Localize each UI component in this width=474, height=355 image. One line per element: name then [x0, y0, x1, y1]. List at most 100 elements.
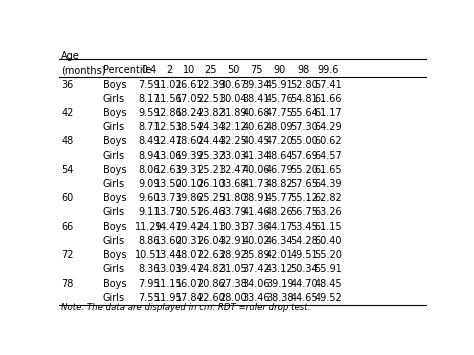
Text: 30.04: 30.04 — [219, 94, 247, 104]
Text: 63.26: 63.26 — [315, 207, 342, 217]
Text: Note. The data are displayed in cm. RDT =ruler drop test.: Note. The data are displayed in cm. RDT … — [61, 303, 310, 312]
Text: 12.53: 12.53 — [155, 122, 183, 132]
Text: 13.73: 13.73 — [155, 193, 183, 203]
Text: 37.42: 37.42 — [243, 264, 270, 274]
Text: 13.44: 13.44 — [155, 250, 183, 260]
Text: 19.86: 19.86 — [176, 193, 203, 203]
Text: 42.01: 42.01 — [266, 250, 293, 260]
Text: 46.79: 46.79 — [266, 165, 293, 175]
Text: (months): (months) — [61, 66, 106, 76]
Text: 23.82: 23.82 — [197, 108, 225, 118]
Text: Girls: Girls — [102, 94, 125, 104]
Text: 20.86: 20.86 — [197, 279, 225, 289]
Text: 26.04: 26.04 — [197, 236, 225, 246]
Text: 57.41: 57.41 — [314, 80, 342, 89]
Text: Girls: Girls — [102, 236, 125, 246]
Text: 8.94: 8.94 — [138, 151, 159, 160]
Text: 44.65: 44.65 — [290, 293, 318, 303]
Text: 55.12: 55.12 — [290, 193, 318, 203]
Text: 18.54: 18.54 — [176, 122, 203, 132]
Text: 19.31: 19.31 — [176, 165, 203, 175]
Text: 13.03: 13.03 — [155, 264, 183, 274]
Text: 32.25: 32.25 — [219, 136, 247, 146]
Text: 7.55: 7.55 — [138, 293, 160, 303]
Text: 37.36: 37.36 — [243, 222, 270, 232]
Text: Boys: Boys — [102, 193, 126, 203]
Text: 11.95: 11.95 — [155, 293, 183, 303]
Text: 22.39: 22.39 — [197, 80, 225, 89]
Text: 16.07: 16.07 — [176, 279, 203, 289]
Text: 33.68: 33.68 — [219, 179, 247, 189]
Text: 18.60: 18.60 — [176, 136, 203, 146]
Text: 8.86: 8.86 — [138, 236, 159, 246]
Text: 34.06: 34.06 — [243, 279, 270, 289]
Text: 32.12: 32.12 — [219, 122, 247, 132]
Text: 38.91: 38.91 — [243, 193, 270, 203]
Text: 17.84: 17.84 — [176, 293, 203, 303]
Text: 39.19: 39.19 — [266, 279, 293, 289]
Text: 2: 2 — [166, 65, 172, 75]
Text: Girls: Girls — [102, 293, 125, 303]
Text: 18.07: 18.07 — [176, 250, 203, 260]
Text: 25: 25 — [205, 65, 217, 75]
Text: 57.30: 57.30 — [290, 122, 318, 132]
Text: 40.68: 40.68 — [243, 108, 270, 118]
Text: 48.82: 48.82 — [266, 179, 293, 189]
Text: 24.11: 24.11 — [197, 222, 225, 232]
Text: 41.34: 41.34 — [243, 151, 270, 160]
Text: 7.95: 7.95 — [138, 279, 160, 289]
Text: 39.34: 39.34 — [243, 80, 270, 89]
Text: 43.12: 43.12 — [266, 264, 293, 274]
Text: 45.77: 45.77 — [266, 193, 293, 203]
Text: 60.62: 60.62 — [315, 136, 342, 146]
Text: 13.60: 13.60 — [155, 236, 183, 246]
Text: 33.79: 33.79 — [219, 207, 247, 217]
Text: 31.89: 31.89 — [219, 108, 247, 118]
Text: 8.71: 8.71 — [138, 122, 159, 132]
Text: Boys: Boys — [102, 279, 126, 289]
Text: 10: 10 — [183, 65, 196, 75]
Text: 22.51: 22.51 — [197, 94, 225, 104]
Text: 11.15: 11.15 — [155, 279, 183, 289]
Text: 64.29: 64.29 — [315, 122, 342, 132]
Text: 8.06: 8.06 — [138, 165, 159, 175]
Text: 55.20: 55.20 — [290, 165, 318, 175]
Text: 12.47: 12.47 — [155, 136, 183, 146]
Text: 32.47: 32.47 — [219, 165, 247, 175]
Text: 45.76: 45.76 — [266, 94, 293, 104]
Text: 22.60: 22.60 — [197, 293, 225, 303]
Text: 0.4: 0.4 — [141, 65, 156, 75]
Text: 90: 90 — [273, 65, 286, 75]
Text: 13.75: 13.75 — [155, 207, 183, 217]
Text: 24.34: 24.34 — [197, 122, 225, 132]
Text: 12.63: 12.63 — [155, 165, 183, 175]
Text: 28.92: 28.92 — [219, 250, 247, 260]
Text: 53.45: 53.45 — [290, 222, 318, 232]
Text: 49.51: 49.51 — [290, 250, 318, 260]
Text: 20.51: 20.51 — [175, 207, 203, 217]
Text: 41.46: 41.46 — [243, 207, 270, 217]
Text: 11.56: 11.56 — [155, 94, 183, 104]
Text: 99.6: 99.6 — [318, 65, 339, 75]
Text: 40.45: 40.45 — [243, 136, 270, 146]
Text: 19.47: 19.47 — [176, 264, 203, 274]
Text: 20.31: 20.31 — [176, 236, 203, 246]
Text: 32.91: 32.91 — [219, 236, 247, 246]
Text: Girls: Girls — [102, 122, 125, 132]
Text: 12.86: 12.86 — [155, 108, 183, 118]
Text: 48.45: 48.45 — [315, 279, 342, 289]
Text: 57.65: 57.65 — [290, 179, 318, 189]
Text: 30.67: 30.67 — [219, 80, 247, 89]
Text: 11.02: 11.02 — [155, 80, 183, 89]
Text: 41.73: 41.73 — [243, 179, 270, 189]
Text: 36: 36 — [61, 80, 73, 89]
Text: Girls: Girls — [102, 207, 125, 217]
Text: 46.34: 46.34 — [266, 236, 293, 246]
Text: Girls: Girls — [102, 179, 125, 189]
Text: 98: 98 — [298, 65, 310, 75]
Text: 38.41: 38.41 — [243, 94, 270, 104]
Text: 66: 66 — [61, 222, 73, 232]
Text: 55.00: 55.00 — [290, 136, 318, 146]
Text: Boys: Boys — [102, 136, 126, 146]
Text: 49.52: 49.52 — [314, 293, 342, 303]
